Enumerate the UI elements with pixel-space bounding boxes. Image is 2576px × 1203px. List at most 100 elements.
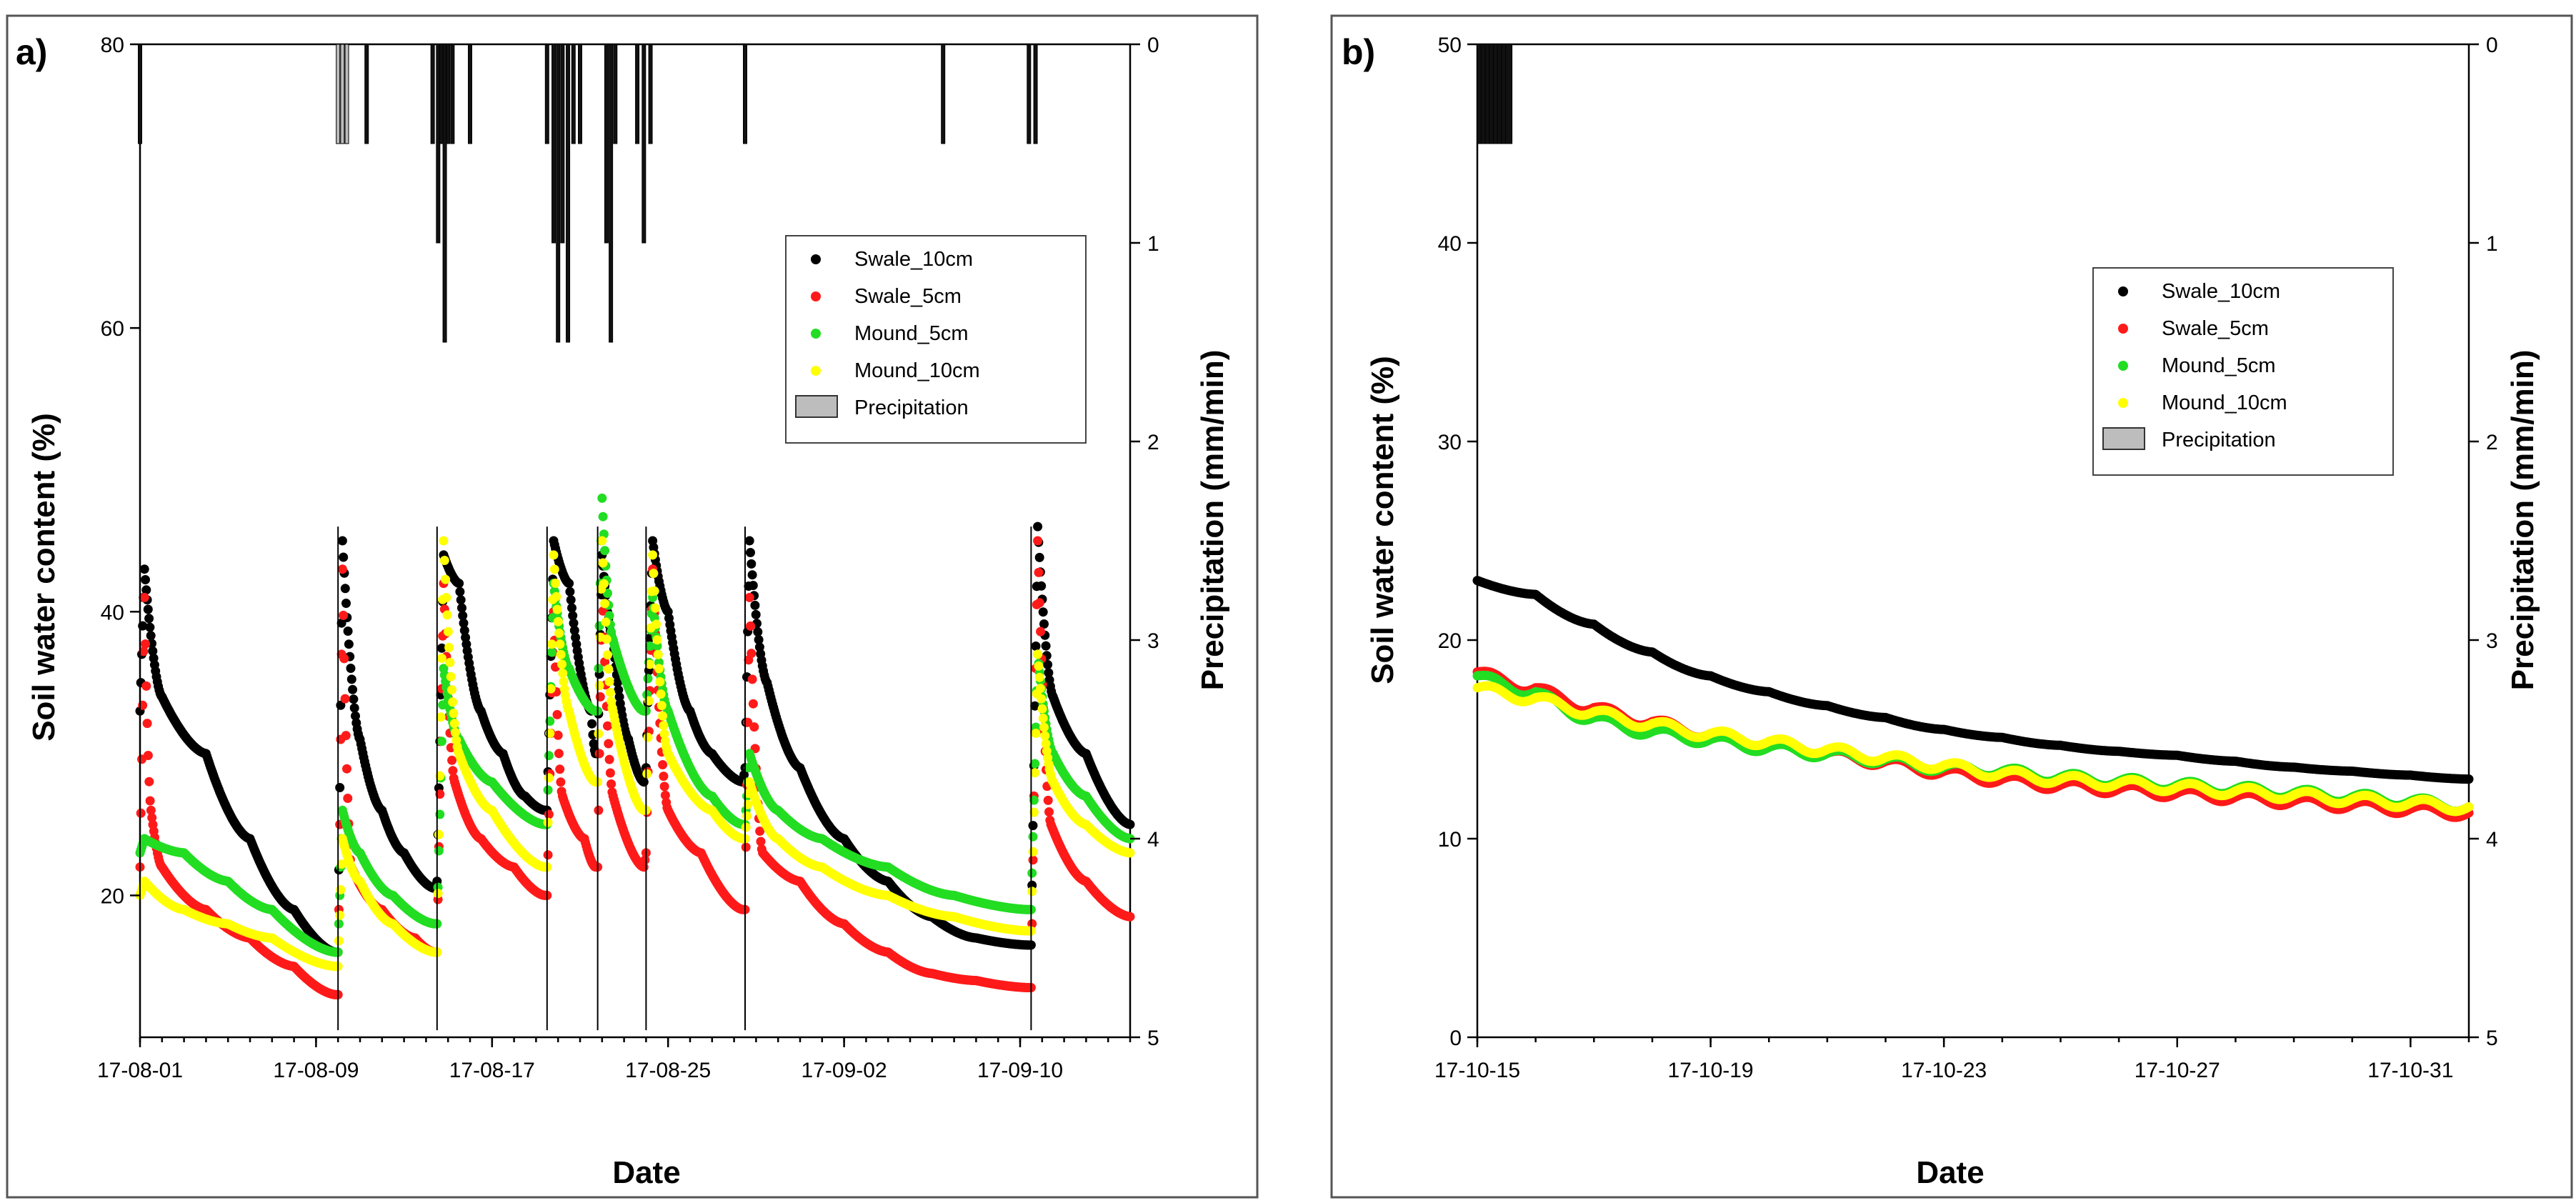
y-tick-label: 60 — [101, 317, 124, 341]
data-point — [551, 591, 561, 602]
data-point — [445, 657, 455, 667]
panel-b-frame — [1330, 14, 2573, 1199]
data-point — [594, 729, 604, 739]
data-point — [1041, 641, 1051, 651]
data-point — [1031, 642, 1041, 651]
precipitation-bar — [551, 44, 556, 244]
legend-label: Swale_5cm — [854, 285, 962, 308]
data-point — [433, 889, 443, 899]
data-point — [343, 794, 353, 803]
data-point — [349, 703, 359, 713]
data-point — [1037, 581, 1047, 591]
data-point — [555, 639, 565, 649]
x-tick-label: 17-08-09 — [273, 1059, 359, 1082]
y-tick-label: 80 — [101, 34, 124, 57]
data-point — [649, 586, 659, 596]
data-point — [744, 536, 754, 546]
data-point — [145, 622, 155, 632]
data-point — [543, 850, 553, 860]
data-point — [598, 558, 608, 568]
data-point — [459, 626, 469, 635]
legend-label: Precipitation — [854, 396, 969, 419]
data-point — [549, 550, 559, 560]
precipitation-bar — [571, 44, 576, 144]
precipitation-bar — [344, 44, 349, 144]
data-point — [1035, 684, 1045, 694]
data-point — [146, 805, 156, 815]
x-tick-label: 17-08-01 — [97, 1059, 183, 1082]
data-point — [143, 751, 153, 760]
data-point — [446, 672, 456, 682]
data-point — [346, 664, 356, 673]
precipitation-bar — [604, 44, 609, 244]
data-point — [434, 829, 444, 839]
data-point — [599, 579, 609, 589]
data-point — [544, 773, 554, 783]
data-point — [340, 584, 350, 594]
data-point — [643, 732, 653, 742]
legend-label: Mound_5cm — [854, 322, 969, 345]
data-point — [606, 779, 616, 789]
y2-tick-label: 4 — [1147, 828, 1159, 852]
legend-marker — [811, 329, 821, 339]
data-point — [348, 684, 358, 694]
panel-a-y2-axis-title: Precipitation (mm/min) — [1195, 350, 1230, 691]
data-point — [444, 642, 454, 652]
data-point — [454, 579, 464, 589]
data-point — [642, 769, 652, 779]
data-point — [339, 610, 349, 620]
data-point — [604, 677, 614, 687]
data-point — [659, 721, 669, 731]
precipitation-bar — [1505, 44, 1513, 144]
data-point — [747, 674, 757, 684]
data-point — [544, 751, 554, 761]
data-point — [1043, 795, 1053, 805]
data-point — [594, 805, 604, 815]
data-point — [459, 618, 469, 628]
precipitation-bar — [556, 44, 561, 343]
x-tick-label: 17-09-10 — [977, 1059, 1063, 1082]
data-point — [146, 631, 156, 641]
legend-label: Swale_10cm — [854, 248, 973, 271]
data-point — [346, 674, 356, 684]
data-point — [567, 603, 576, 613]
data-point — [746, 548, 755, 557]
data-point — [141, 681, 151, 691]
data-point — [659, 772, 669, 782]
y2-tick-label: 3 — [1147, 629, 1159, 653]
data-point — [750, 600, 760, 610]
data-point — [614, 685, 624, 695]
panel-a-label: a) — [16, 32, 47, 72]
data-point — [1028, 821, 1038, 831]
data-point — [1037, 694, 1047, 704]
data-point — [543, 817, 553, 827]
data-point — [557, 659, 566, 669]
data-point — [658, 760, 668, 769]
data-point — [1036, 627, 1046, 637]
data-point — [339, 654, 349, 664]
data-point — [1027, 868, 1037, 878]
data-point — [552, 604, 562, 614]
data-point — [1125, 848, 1135, 858]
data-point — [461, 632, 471, 642]
data-point — [1039, 722, 1049, 732]
data-point — [448, 697, 458, 707]
data-point — [657, 701, 667, 711]
data-point — [594, 749, 604, 759]
data-point — [139, 564, 149, 574]
data-point — [1125, 819, 1135, 829]
data-point — [349, 694, 359, 704]
data-point — [449, 709, 459, 719]
y2-tick-label: 5 — [1147, 1027, 1159, 1050]
data-point — [145, 796, 155, 806]
precipitation-bar — [340, 44, 345, 144]
precipitation-bar — [941, 44, 946, 144]
data-point — [1034, 672, 1044, 682]
data-point — [1028, 832, 1038, 842]
data-point — [436, 654, 446, 663]
data-point — [601, 617, 611, 627]
x-tick-label: 17-08-17 — [449, 1059, 535, 1082]
data-point — [434, 846, 444, 856]
data-point — [565, 586, 575, 596]
precipitation-bar — [613, 44, 618, 144]
